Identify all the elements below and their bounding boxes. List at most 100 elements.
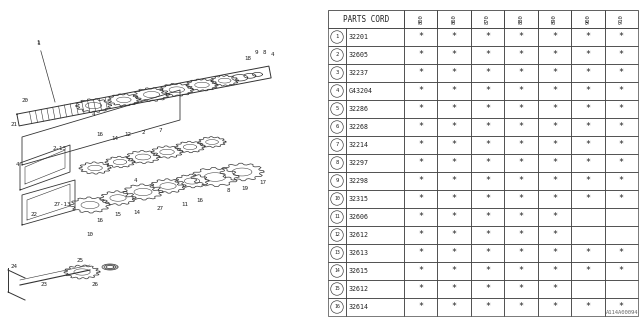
Text: *: * (452, 212, 457, 221)
Bar (605, 280, 638, 298)
Bar (346, 262, 404, 280)
Text: *: * (518, 177, 524, 186)
Bar (571, 10, 605, 28)
Text: 8: 8 (262, 50, 266, 54)
Text: *: * (518, 68, 524, 77)
Bar (404, 10, 437, 28)
Bar (538, 262, 571, 280)
Bar (471, 262, 504, 280)
Text: 32612: 32612 (349, 232, 369, 238)
Bar (471, 136, 504, 154)
Bar (538, 244, 571, 262)
Text: *: * (552, 68, 557, 77)
Bar (328, 46, 346, 64)
Bar (504, 64, 538, 82)
Text: 23: 23 (40, 283, 47, 287)
Text: *: * (552, 105, 557, 114)
Bar (504, 100, 538, 118)
Text: *: * (552, 51, 557, 60)
Text: 16: 16 (97, 218, 104, 222)
Text: *: * (485, 105, 490, 114)
Bar (437, 226, 471, 244)
Text: G43204: G43204 (349, 88, 373, 94)
Text: 24: 24 (10, 263, 17, 268)
Bar (404, 64, 437, 82)
Text: *: * (518, 105, 524, 114)
Text: *: * (586, 86, 590, 95)
Bar (404, 298, 437, 316)
Text: 22: 22 (31, 212, 38, 218)
Bar (538, 226, 571, 244)
Bar (571, 172, 605, 190)
Bar (328, 118, 346, 136)
Text: *: * (518, 158, 524, 167)
Text: *: * (452, 105, 457, 114)
Text: 900: 900 (586, 14, 590, 24)
Text: *: * (418, 267, 423, 276)
Text: 32612: 32612 (349, 286, 369, 292)
Text: 21: 21 (10, 123, 17, 127)
Bar (346, 172, 404, 190)
Bar (605, 298, 638, 316)
Text: *: * (518, 123, 524, 132)
Text: *: * (552, 284, 557, 293)
Text: *: * (418, 86, 423, 95)
Text: *: * (518, 249, 524, 258)
Text: *: * (586, 267, 590, 276)
Bar (404, 28, 437, 46)
Text: *: * (586, 249, 590, 258)
Text: *: * (619, 267, 624, 276)
Text: *: * (518, 140, 524, 149)
Bar (328, 10, 404, 28)
Text: 32315: 32315 (349, 196, 369, 202)
Bar (328, 100, 346, 118)
Bar (471, 226, 504, 244)
Bar (328, 262, 346, 280)
Bar (437, 28, 471, 46)
Text: 10: 10 (86, 233, 93, 237)
Bar (605, 226, 638, 244)
Text: *: * (586, 195, 590, 204)
Bar (404, 172, 437, 190)
Text: *: * (586, 68, 590, 77)
Bar (328, 28, 346, 46)
Text: *: * (452, 302, 457, 311)
Bar (437, 118, 471, 136)
Bar (346, 154, 404, 172)
Text: 19: 19 (241, 186, 248, 190)
Text: *: * (619, 195, 624, 204)
Bar (504, 190, 538, 208)
Text: 4: 4 (335, 89, 339, 93)
Text: *: * (619, 33, 624, 42)
Text: *: * (518, 284, 524, 293)
Bar (504, 46, 538, 64)
Text: *: * (552, 33, 557, 42)
Text: *: * (619, 249, 624, 258)
Bar (571, 226, 605, 244)
Bar (504, 280, 538, 298)
Bar (538, 46, 571, 64)
Text: 32286: 32286 (349, 106, 369, 112)
Text: 16: 16 (196, 197, 204, 203)
Text: 4: 4 (15, 163, 19, 167)
Bar (471, 46, 504, 64)
Bar (471, 208, 504, 226)
Bar (504, 262, 538, 280)
Bar (571, 154, 605, 172)
Text: 9: 9 (254, 50, 258, 54)
Text: 32214: 32214 (349, 142, 369, 148)
Text: 1: 1 (335, 35, 339, 39)
Bar (605, 10, 638, 28)
Text: 4: 4 (133, 178, 137, 182)
Text: 4: 4 (92, 113, 95, 117)
Bar (504, 244, 538, 262)
Bar (605, 172, 638, 190)
Bar (346, 190, 404, 208)
Text: 32268: 32268 (349, 124, 369, 130)
Bar (346, 226, 404, 244)
Bar (504, 118, 538, 136)
Text: *: * (518, 212, 524, 221)
Bar (504, 82, 538, 100)
Text: *: * (418, 195, 423, 204)
Bar (538, 100, 571, 118)
